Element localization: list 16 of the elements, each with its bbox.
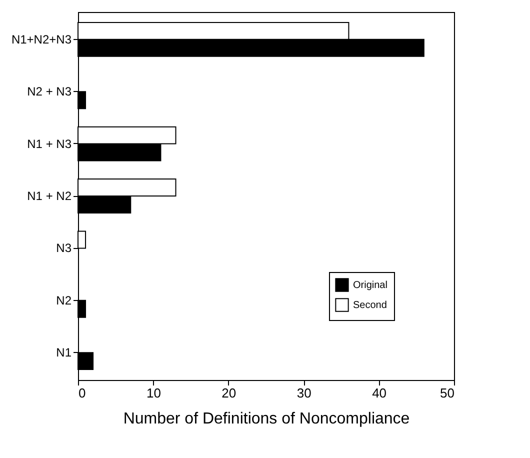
x-tick-label: 30 (296, 386, 312, 400)
y-tick-label: N1 (56, 346, 72, 360)
x-tick-label: 20 (222, 386, 236, 400)
x-tick-label: 10 (146, 386, 161, 400)
x-axis-title: Number of Definitions of Noncompliance (123, 410, 410, 428)
y-tick-label: N2 (56, 293, 72, 308)
legend-label: Second (353, 300, 387, 311)
x-tick-label: 50 (440, 386, 454, 400)
x-tick-label: 40 (372, 386, 387, 400)
y-tick-label: N1 + N2 (27, 189, 72, 203)
y-tick-label: N2 + N3 (27, 84, 72, 99)
legend-label: Original (353, 280, 388, 291)
x-tick-label: 0 (78, 386, 86, 400)
y-tick-label: N1+N2+N3 (11, 32, 72, 46)
y-tick-label: N3 (56, 241, 72, 256)
y-tick-label: N1 + N3 (27, 136, 72, 151)
